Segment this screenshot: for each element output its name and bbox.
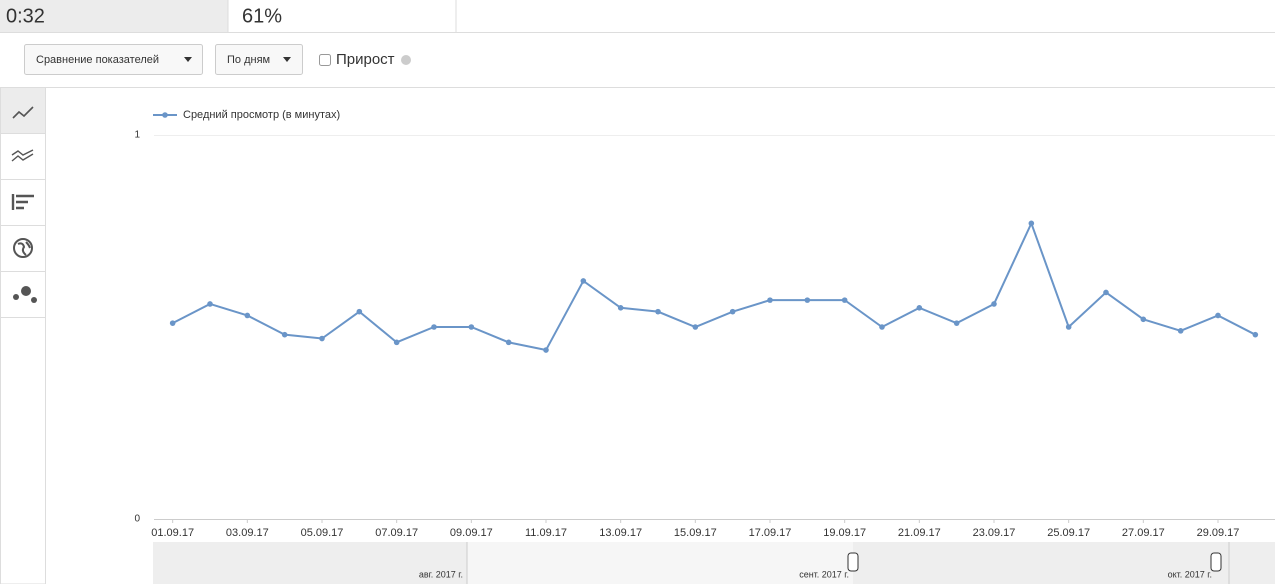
data-point	[804, 297, 811, 303]
compare-button[interactable]	[24, 44, 203, 75]
x-tick-label: 13.09.17	[599, 527, 642, 539]
navigator-handle[interactable]	[847, 552, 859, 572]
dropdown-arrow	[184, 57, 192, 62]
map-icon[interactable]	[13, 238, 33, 258]
data-point	[1028, 220, 1035, 227]
y-tick-label: 1	[134, 130, 140, 141]
data-point	[991, 301, 997, 307]
x-tick-label: 19.09.17	[823, 527, 866, 539]
data-point	[1103, 289, 1109, 296]
data-point	[1177, 328, 1184, 334]
data-point	[207, 301, 213, 307]
data-point	[953, 320, 960, 326]
help-icon[interactable]	[401, 55, 411, 65]
period-button[interactable]	[215, 44, 303, 75]
navigator-window	[467, 542, 853, 584]
data-point	[692, 324, 699, 330]
legend-label: Средний просмотр (в минутах)	[183, 109, 340, 121]
sidebar	[0, 87, 46, 584]
x-tick-label: 11.09.17	[525, 527, 567, 539]
x-tick-label: 05.09.17	[301, 527, 344, 539]
x-tick-label: 01.09.17	[151, 527, 194, 539]
sidebar-active	[1, 88, 45, 133]
x-tick-label: 09.09.17	[450, 527, 493, 539]
x-tick-label: 23.09.17	[973, 527, 1016, 539]
navigator-label: сент. 2017 г.	[799, 569, 849, 579]
growth-label: Прирост	[336, 51, 395, 68]
data-point	[319, 335, 325, 342]
x-tick-label: 21.09.17	[898, 527, 941, 539]
data-point	[841, 297, 848, 303]
data-point	[617, 305, 624, 311]
data-point	[1252, 331, 1259, 338]
data-point	[767, 297, 773, 303]
x-tick-label: 27.09.17	[1122, 527, 1165, 539]
line-chart-icon[interactable]	[12, 106, 34, 119]
x-tick-label: 03.09.17	[226, 527, 269, 539]
data-point	[879, 324, 885, 330]
x-tick-label: 29.09.17	[1197, 527, 1240, 539]
compare-label: Сравнение показателей	[36, 54, 159, 66]
data-point	[244, 312, 251, 319]
metric-value: 0:32	[6, 5, 45, 27]
data-point	[356, 308, 363, 315]
series-line	[172, 220, 1256, 352]
data-point	[169, 320, 176, 326]
data-point	[281, 331, 288, 338]
metric-cell-bg	[0, 0, 228, 32]
bar-chart-icon[interactable]	[11, 194, 34, 210]
multi-line-icon[interactable]	[11, 149, 34, 162]
bubble-icon[interactable]	[21, 286, 31, 296]
data-point	[1215, 312, 1221, 319]
x-tick-label: 17.09.17	[749, 527, 792, 539]
data-point	[468, 324, 475, 330]
period-label: По дням	[227, 54, 270, 66]
navigator-label: авг. 2017 г.	[419, 569, 463, 579]
metric-value: 61%	[242, 5, 282, 27]
growth-checkbox[interactable]	[319, 54, 331, 66]
x-tick-label: 15.09.17	[674, 527, 717, 539]
navigator-handle[interactable]	[1210, 552, 1222, 572]
dropdown-arrow	[283, 57, 291, 62]
data-point	[1065, 324, 1072, 330]
x-tick-label: 07.09.17	[375, 527, 418, 539]
x-tick-label: 25.09.17	[1047, 527, 1090, 539]
data-point	[505, 339, 512, 346]
y-tick-label: 0	[134, 514, 140, 525]
data-point	[1140, 316, 1147, 323]
navigator-label: окт. 2017 г.	[1168, 569, 1212, 579]
data-point	[580, 278, 587, 284]
data-point	[543, 347, 549, 353]
data-point	[916, 305, 923, 311]
data-point	[393, 339, 400, 346]
data-point	[431, 324, 437, 330]
data-point	[729, 308, 736, 315]
legend-swatch-dot	[162, 112, 168, 118]
data-point	[655, 308, 661, 315]
